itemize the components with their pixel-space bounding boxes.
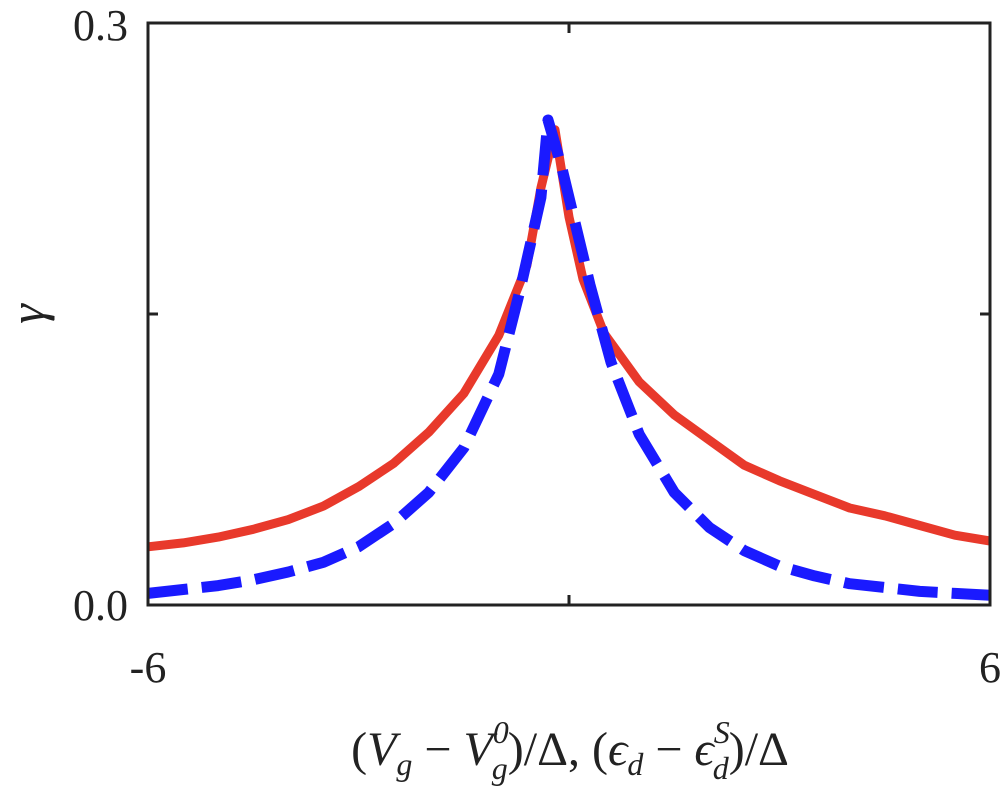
plot-area [147,114,991,601]
x-tick-label-right: 6 [979,643,1001,692]
y-axis-title: γ [0,303,55,324]
axis-ticks [148,23,990,605]
x-tick-label-left: -6 [130,643,167,692]
axes-frame [146,21,992,607]
x-axis-title: (Vg − V0 g)/Δ, (ϵd − ϵS d)/Δ [351,714,789,786]
series-line-2 [147,114,991,601]
y-tick-label-top: 0.3 [73,1,128,50]
y-tick-label-bottom: 0.0 [73,581,128,630]
